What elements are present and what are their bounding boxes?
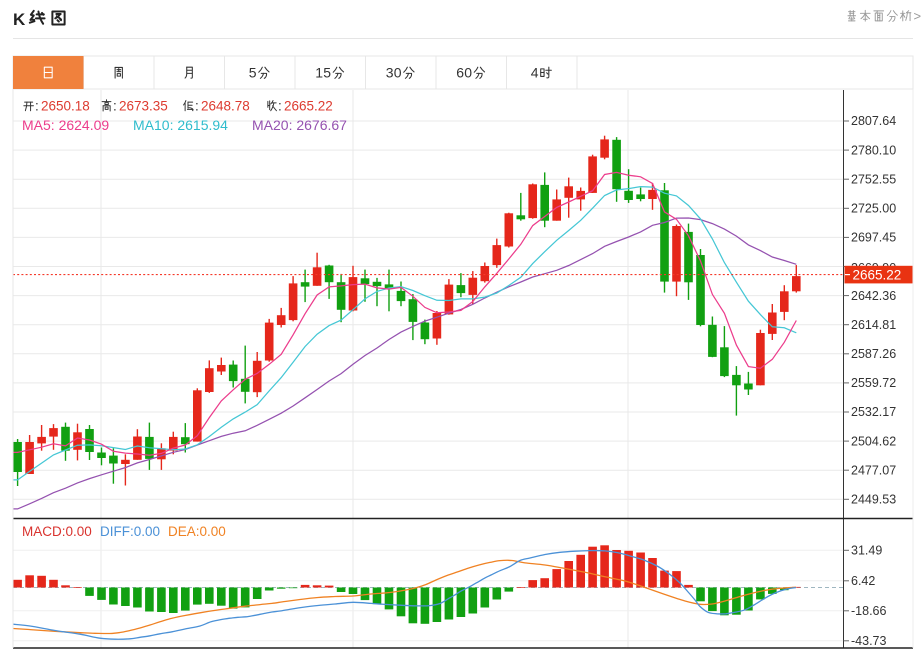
svg-text:2780.10: 2780.10 bbox=[851, 143, 896, 157]
svg-text:2642.36: 2642.36 bbox=[851, 289, 896, 303]
svg-text:MA10: 2615.94: MA10: 2615.94 bbox=[133, 117, 228, 133]
svg-text:>: > bbox=[914, 9, 921, 24]
svg-text:-18.66: -18.66 bbox=[851, 604, 886, 618]
svg-text:2807.64: 2807.64 bbox=[851, 114, 896, 128]
svg-text:2559.72: 2559.72 bbox=[851, 376, 896, 390]
svg-text:2752.55: 2752.55 bbox=[851, 172, 896, 186]
svg-text:MACD:0.00: MACD:0.00 bbox=[22, 524, 92, 539]
svg-text:MA5: 2624.09: MA5: 2624.09 bbox=[22, 117, 109, 133]
svg-text:6.42: 6.42 bbox=[851, 574, 875, 588]
svg-text:2587.26: 2587.26 bbox=[851, 347, 896, 361]
svg-text:DIFF:0.00: DIFF:0.00 bbox=[100, 524, 160, 539]
svg-text:2665.22: 2665.22 bbox=[853, 267, 902, 282]
svg-text::: : bbox=[35, 99, 39, 114]
svg-text:2477.07: 2477.07 bbox=[851, 463, 896, 477]
svg-text:6: 6 bbox=[456, 65, 464, 81]
svg-text:2449.53: 2449.53 bbox=[851, 493, 896, 507]
svg-text:0: 0 bbox=[394, 65, 402, 81]
svg-text::: : bbox=[278, 99, 282, 114]
svg-text::: : bbox=[113, 99, 117, 114]
svg-text:2697.45: 2697.45 bbox=[851, 231, 896, 245]
svg-text:3: 3 bbox=[386, 65, 394, 81]
svg-text:-43.73: -43.73 bbox=[851, 634, 886, 648]
svg-text:5: 5 bbox=[323, 65, 331, 81]
svg-text:2504.62: 2504.62 bbox=[851, 434, 896, 448]
svg-text:2648.78: 2648.78 bbox=[201, 99, 250, 114]
svg-text:K: K bbox=[13, 10, 26, 29]
svg-text:4: 4 bbox=[531, 65, 539, 81]
svg-text:2614.81: 2614.81 bbox=[851, 318, 896, 332]
svg-text:5: 5 bbox=[249, 65, 257, 81]
svg-text:2650.18: 2650.18 bbox=[41, 99, 90, 114]
svg-text:DEA:0.00: DEA:0.00 bbox=[168, 524, 226, 539]
svg-text::: : bbox=[195, 99, 199, 114]
svg-text:MA20: 2676.67: MA20: 2676.67 bbox=[252, 117, 347, 133]
svg-text:2532.17: 2532.17 bbox=[851, 405, 896, 419]
svg-text:2725.00: 2725.00 bbox=[851, 202, 896, 216]
svg-text:31.49: 31.49 bbox=[851, 544, 882, 558]
svg-text:1: 1 bbox=[315, 65, 323, 81]
svg-text:2673.35: 2673.35 bbox=[119, 99, 168, 114]
svg-text:0: 0 bbox=[464, 65, 472, 81]
svg-text:2665.22: 2665.22 bbox=[284, 99, 333, 114]
